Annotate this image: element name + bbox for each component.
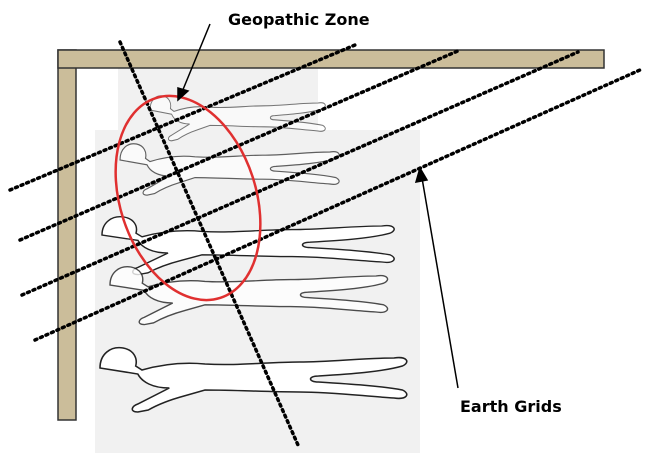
earth-grids-label: Earth Grids [460,397,562,416]
diagram: Geopathic Zone Earth Grids [0,0,654,463]
geopathic-zone-label: Geopathic Zone [228,10,370,29]
